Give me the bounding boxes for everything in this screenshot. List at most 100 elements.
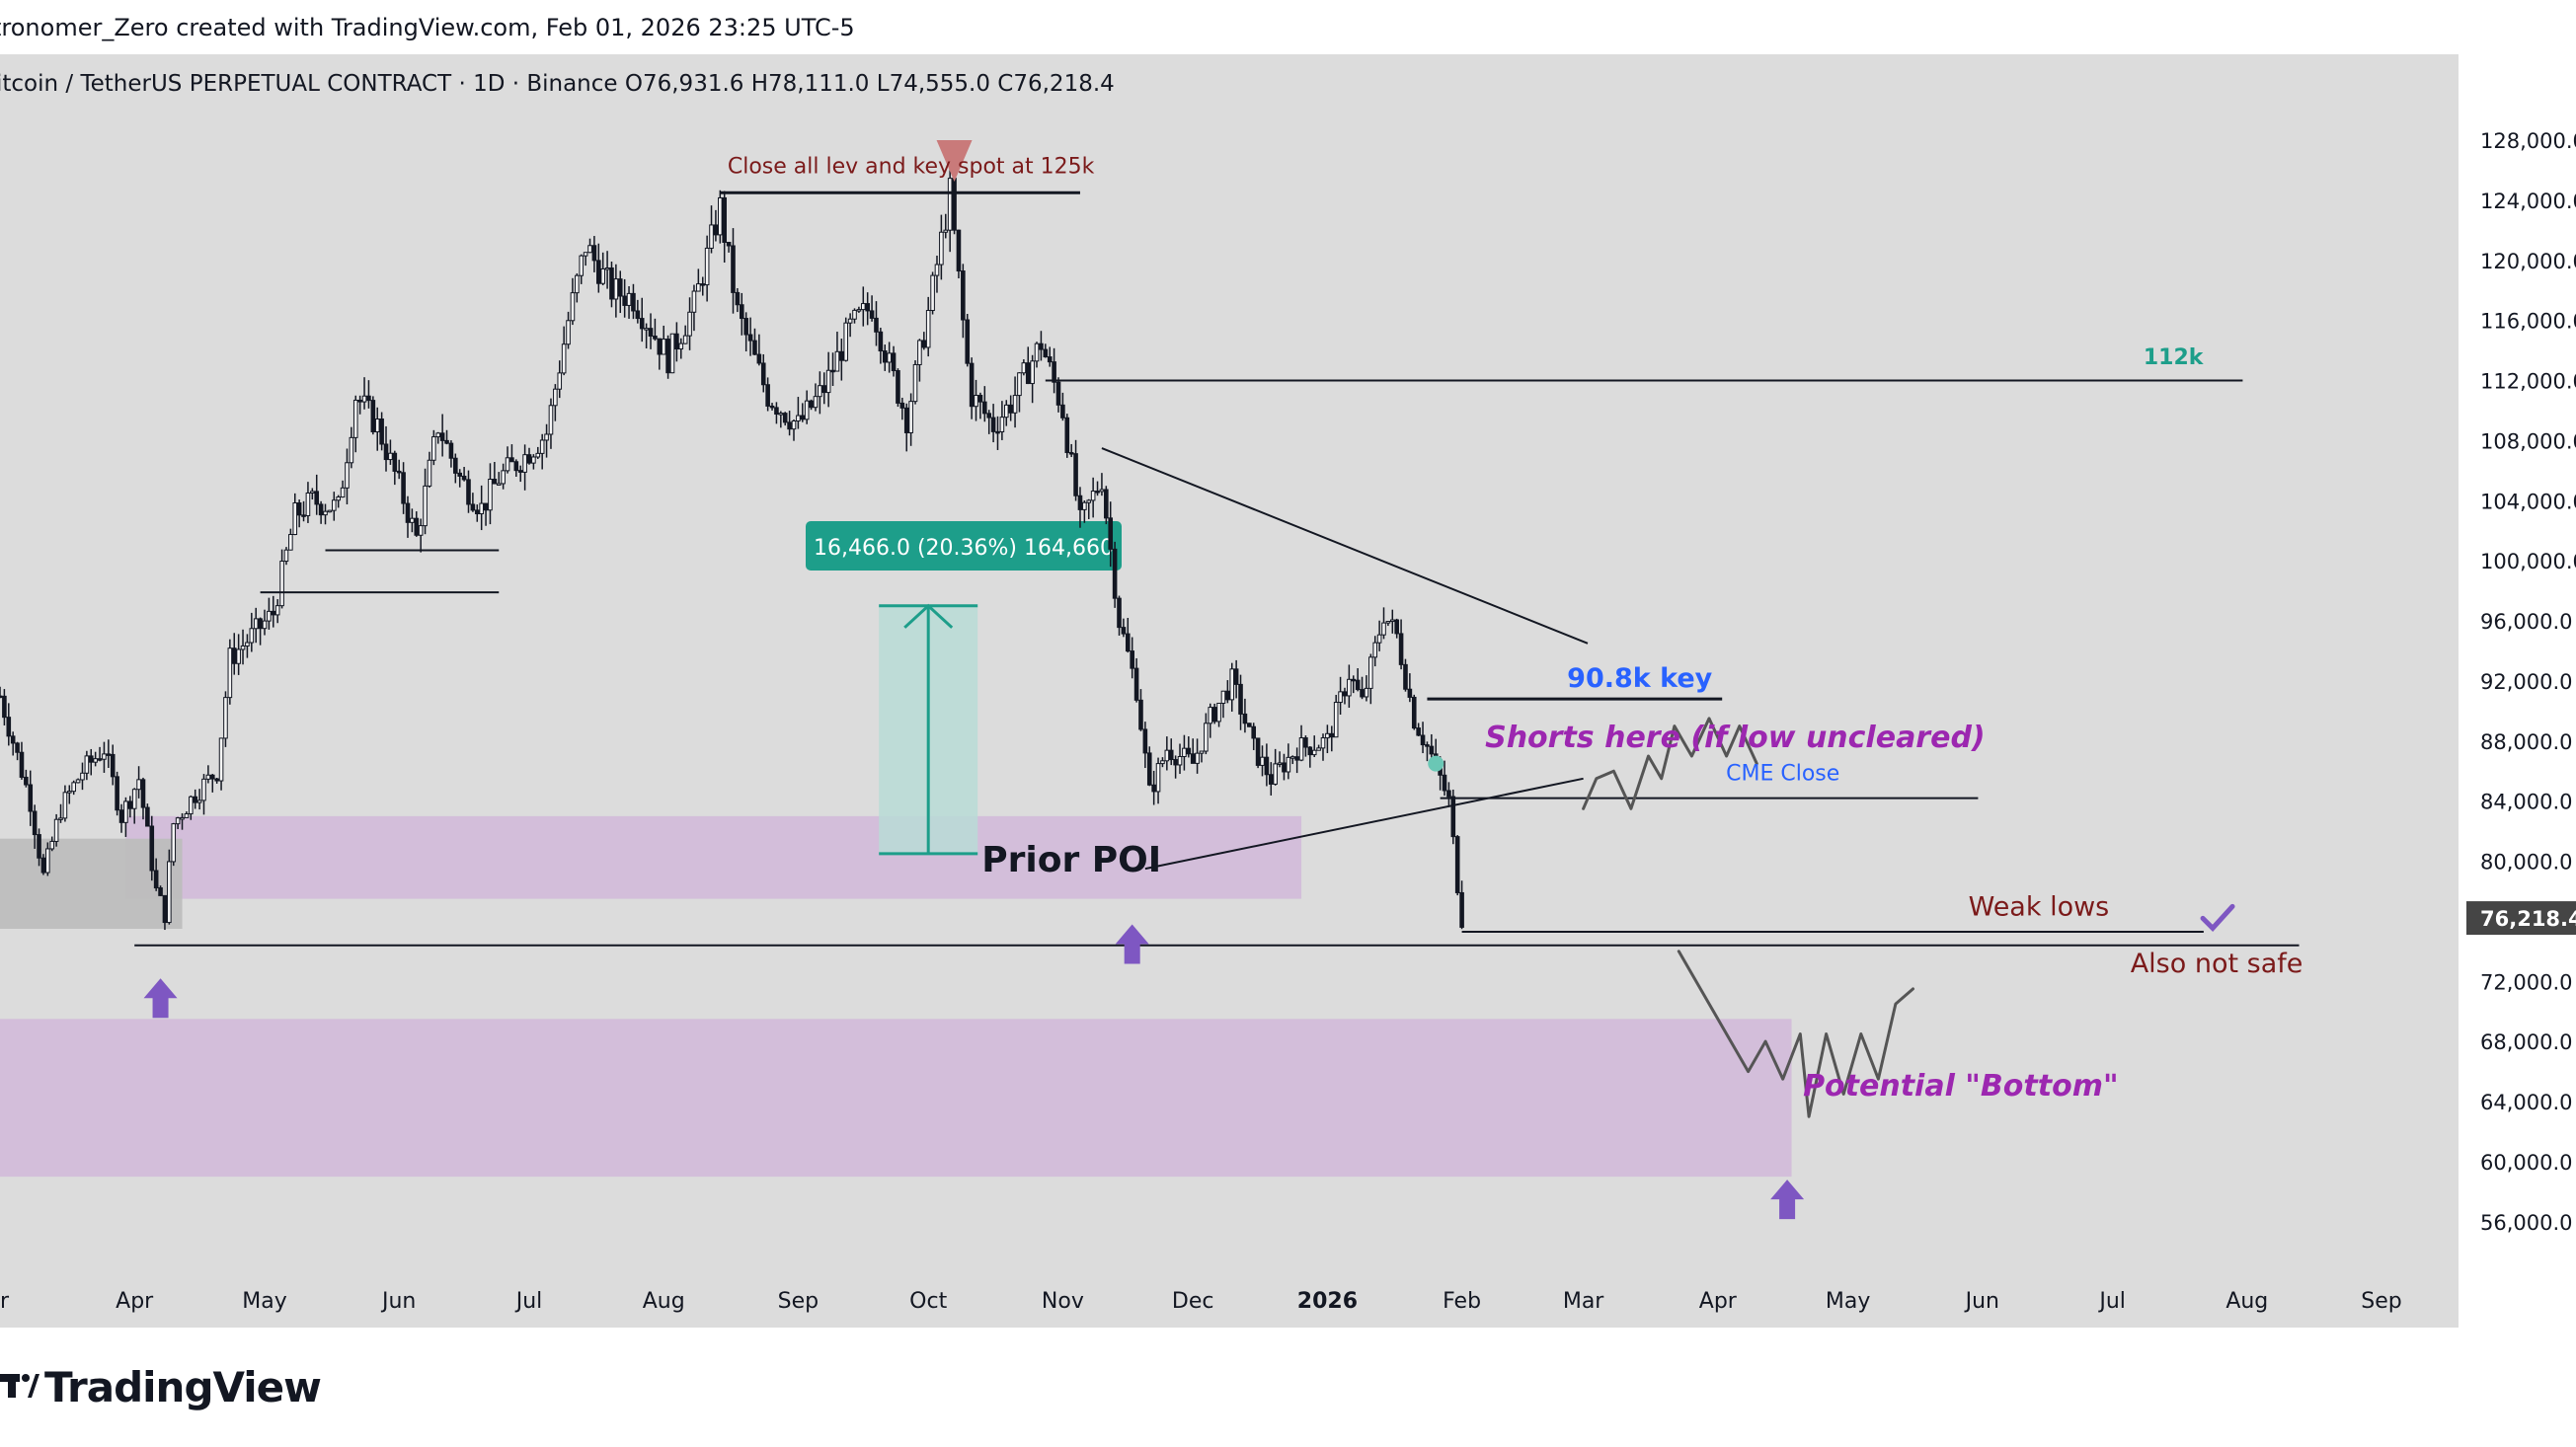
candle-body	[1130, 650, 1134, 669]
candle-body	[184, 813, 190, 818]
candle-body	[288, 534, 293, 551]
candle-body	[1220, 690, 1226, 704]
tradingview-brand[interactable]: TradingView	[44, 1363, 322, 1411]
price-tick-label: 124,000.0	[2480, 190, 2576, 213]
candle-body	[669, 333, 675, 374]
apr-2026-arrow-icon	[1770, 1180, 1805, 1220]
candle-body	[726, 242, 732, 247]
candle-body	[140, 779, 146, 808]
candle-body	[561, 343, 567, 374]
candle-body	[961, 270, 966, 321]
candle-body	[1073, 453, 1078, 496]
candle-body	[227, 647, 233, 699]
price-axis[interactable]: 128,000.0 124,000.0 120,000.0 116,000.0 112,…	[2480, 129, 2576, 1235]
credit-text: tronomer_Zero created with TradingView.c…	[0, 14, 855, 41]
candle-body	[1104, 489, 1109, 519]
prior-poi-zone[interactable]	[125, 815, 1302, 899]
candle-body	[1151, 784, 1156, 793]
candle-body	[1108, 517, 1114, 550]
candle-body	[1034, 343, 1040, 362]
candle-body	[908, 401, 913, 433]
candle-body	[501, 470, 506, 485]
measure-label-box	[806, 521, 1122, 571]
candle-body	[370, 400, 376, 433]
candle-body	[58, 817, 63, 820]
price-tick-label: 128,000.0	[2480, 129, 2576, 153]
candle-body	[539, 439, 545, 454]
candle-body	[974, 395, 978, 408]
candle-body	[19, 751, 25, 778]
candle-body	[682, 335, 688, 344]
candle-body	[704, 247, 710, 286]
candles[interactable]	[0, 157, 1464, 931]
candle-body	[274, 605, 280, 616]
candle-body	[110, 753, 116, 778]
candle-body	[15, 742, 20, 753]
candle-body	[352, 399, 358, 438]
candle-body	[952, 178, 957, 231]
candle-body	[1082, 501, 1087, 510]
descending-trendline[interactable]	[1101, 447, 1589, 645]
candle-body	[439, 432, 445, 441]
candle-body	[383, 443, 389, 461]
candle-body	[1117, 597, 1122, 629]
candle-body	[310, 491, 315, 494]
candle-body	[40, 857, 46, 874]
time-tick-label: Sep	[778, 1289, 819, 1314]
candle-body	[818, 385, 822, 398]
candle-body	[782, 413, 788, 423]
price-chart[interactable]: 16,466.0 (20.36%) 164,660 Close all lev a…	[0, 54, 2576, 1328]
time-tick-label: Apr	[116, 1289, 154, 1314]
candle-body	[1233, 668, 1239, 685]
symbol-high: H78,111.0	[743, 71, 869, 97]
candle-body	[314, 491, 320, 505]
candle-body	[856, 309, 862, 312]
candle-body	[1012, 395, 1018, 414]
candle-body	[474, 509, 480, 515]
candle-body	[626, 292, 632, 306]
candle-body	[986, 413, 992, 419]
candle-body	[37, 834, 41, 859]
candle-body	[1294, 756, 1299, 761]
candle-body	[45, 848, 50, 874]
candle-body	[1316, 747, 1321, 751]
time-tick-label: Sep	[2361, 1289, 2401, 1314]
ascending-trendline[interactable]	[1144, 777, 1584, 871]
bottom-zone[interactable]	[0, 1019, 1792, 1178]
candle-body	[1307, 746, 1313, 756]
bottom-projection[interactable]	[1677, 950, 1914, 1118]
time-axis[interactable]: r Apr May Jun Jul Aug Sep Oct Nov Dec 2026 Feb Mar Ap…	[0, 1289, 2402, 1314]
candle-body	[267, 610, 272, 622]
shorts-projection[interactable]	[1582, 717, 1758, 810]
candle-body	[1372, 642, 1378, 658]
candle-body	[1039, 343, 1044, 350]
candle-body	[427, 459, 432, 487]
candle-body	[396, 470, 402, 474]
checkmark-icon	[2200, 903, 2235, 932]
candle-body	[1247, 723, 1252, 727]
candle-body	[566, 320, 571, 345]
tradingview-logo-icon[interactable]	[0, 1360, 39, 1411]
candle-body	[1211, 707, 1217, 723]
symbol-line[interactable]: itcoin / TetherUS PERPETUAL CONTRACT · 1…	[0, 71, 1115, 97]
candle-body	[167, 861, 172, 924]
candle-body	[800, 415, 806, 420]
candle-body	[1138, 699, 1143, 730]
chart-header: tronomer_Zero created with TradingView.c…	[0, 0, 2576, 54]
candle-body	[939, 231, 944, 266]
candle-body	[791, 420, 797, 430]
candle-body	[1273, 763, 1278, 785]
candle-body	[531, 456, 536, 464]
candle-body	[999, 417, 1005, 432]
candle-body	[145, 806, 150, 827]
time-tick-label: Apr	[1699, 1289, 1738, 1314]
top-arrow-icon	[936, 140, 973, 183]
candle-body	[240, 645, 246, 650]
candle-body	[878, 331, 884, 352]
candle-body	[1017, 372, 1022, 397]
candle-body	[735, 291, 741, 306]
candle-body	[1459, 891, 1464, 928]
candle-body	[1329, 732, 1335, 738]
candle-body	[2, 695, 7, 719]
candle-body	[1320, 737, 1326, 749]
